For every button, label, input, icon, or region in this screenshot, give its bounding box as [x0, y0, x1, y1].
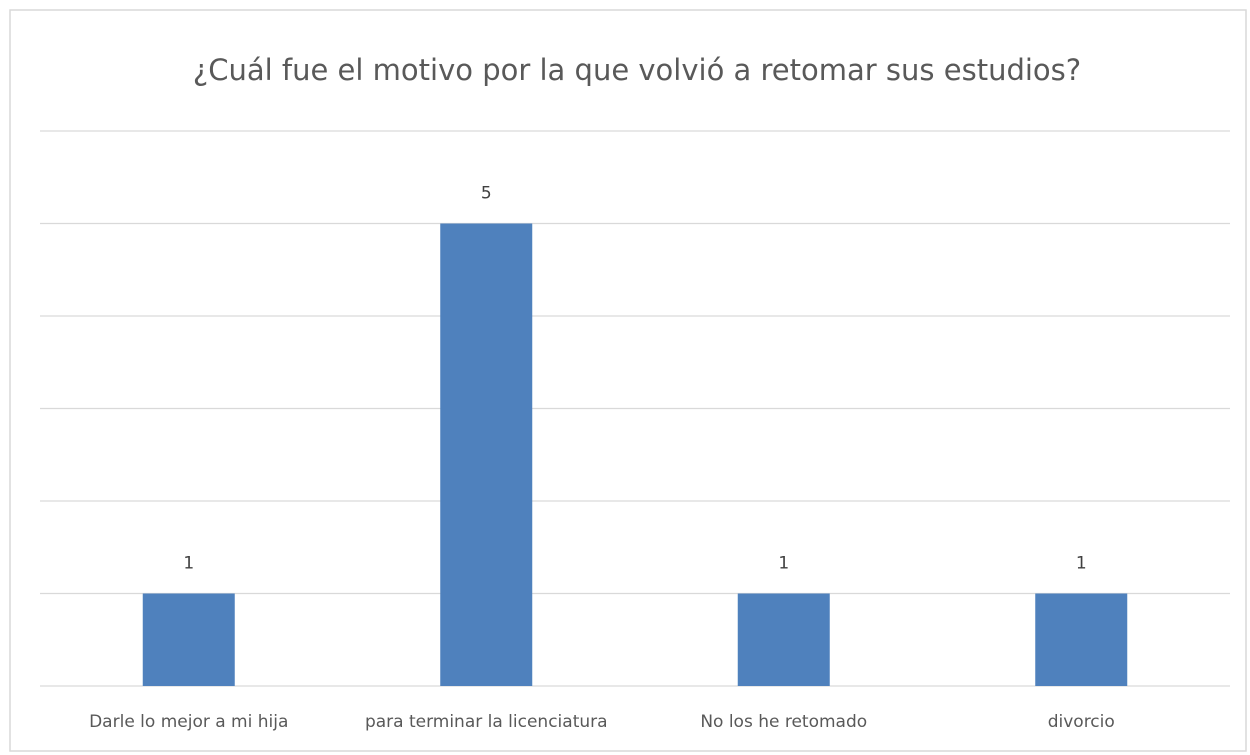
x-tick-label: divorcio: [1048, 712, 1115, 732]
x-tick-label: No los he retomado: [700, 712, 867, 732]
data-label: 5: [481, 184, 492, 204]
chart-title: ¿Cuál fue el motivo por la que volvió a …: [193, 53, 1081, 87]
bar: [737, 593, 830, 686]
bar: [1035, 593, 1128, 686]
bar: [142, 593, 235, 686]
bar: [440, 223, 533, 686]
data-label: 1: [183, 554, 194, 574]
x-tick-label: Darle lo mejor a mi hija: [89, 712, 288, 732]
x-tick-label: para terminar la licenciatura: [365, 712, 608, 732]
data-label: 1: [1076, 554, 1087, 574]
data-label: 1: [778, 554, 789, 574]
